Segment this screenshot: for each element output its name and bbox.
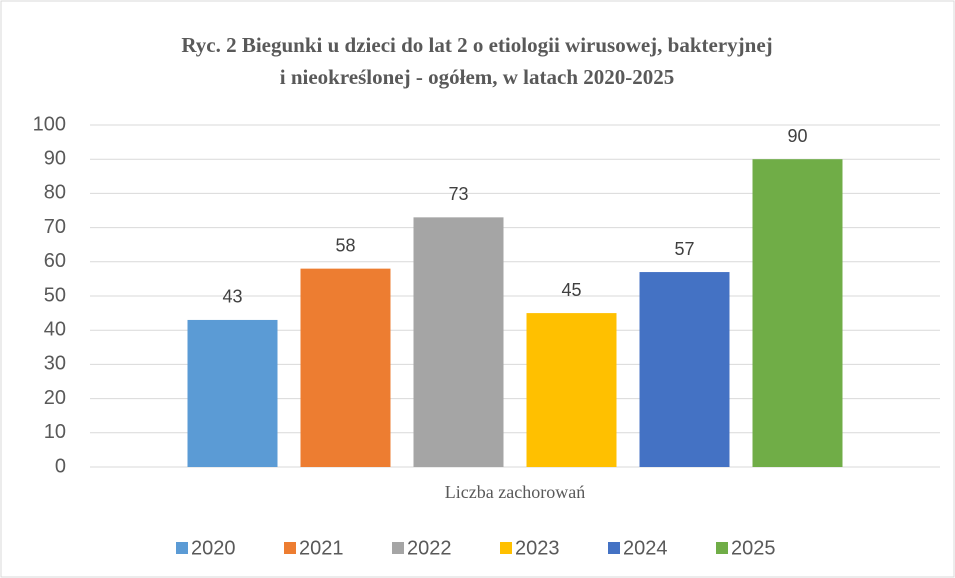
data-label: 45 (561, 280, 581, 300)
y-tick-label: 30 (44, 353, 66, 375)
legend-swatch (176, 542, 188, 554)
y-tick-label: 90 (44, 147, 66, 169)
legend-label: 2025 (731, 537, 776, 559)
y-tick-label: 70 (44, 216, 66, 238)
legend-label: 2020 (191, 537, 236, 559)
bar (752, 159, 843, 467)
bar (526, 313, 617, 467)
data-label: 73 (448, 184, 468, 204)
legend-swatch (392, 542, 404, 554)
legend-swatch (608, 542, 620, 554)
legend-swatch (500, 542, 512, 554)
bar (300, 268, 391, 467)
y-tick-label: 20 (44, 387, 66, 409)
y-tick-label: 10 (44, 421, 66, 443)
bar (187, 319, 278, 467)
y-tick-label: 100 (33, 113, 66, 135)
legend-label: 2024 (623, 537, 668, 559)
legend-swatch (716, 542, 728, 554)
legend-label: 2022 (407, 537, 452, 559)
bar (413, 217, 504, 467)
x-tick-label: Liczba zachorowań (445, 482, 585, 502)
chart-title: i nieokreślonej - ogółem, w latach 2020-… (280, 65, 675, 89)
data-label: 43 (222, 287, 242, 307)
y-tick-label: 60 (44, 250, 66, 272)
data-label: 58 (335, 235, 355, 255)
data-label: 57 (674, 239, 694, 259)
y-tick-label: 50 (44, 284, 66, 306)
data-label: 90 (787, 126, 807, 146)
y-tick-label: 40 (44, 318, 66, 340)
legend-swatch (284, 542, 296, 554)
legend-label: 2021 (299, 537, 344, 559)
legend-label: 2023 (515, 537, 560, 559)
chart-title: Ryc. 2 Biegunki u dzieci do lat 2 o etio… (181, 33, 772, 57)
y-tick-label: 80 (44, 182, 66, 204)
y-tick-label: 0 (55, 455, 66, 477)
bar (639, 272, 730, 467)
